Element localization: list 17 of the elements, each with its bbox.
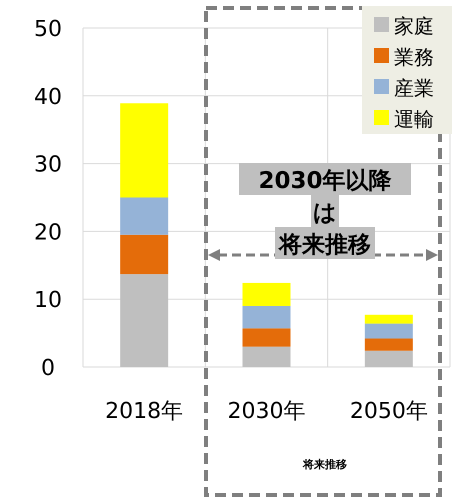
y-tick-label: 10 — [34, 288, 62, 314]
legend-label: 産業 — [394, 76, 434, 100]
text: 将来推移 — [302, 458, 347, 471]
legend-label: 運輸 — [394, 107, 434, 131]
legend-label: 業務 — [394, 45, 434, 69]
x-tick-label: 2050年 — [350, 399, 428, 424]
x-tick-label: 2030年 — [228, 399, 306, 424]
legend-label: 家庭 — [394, 14, 434, 38]
annotation: 2030年以降 — [258, 168, 393, 194]
annotation: は — [313, 200, 337, 226]
y-tick-label: 0 — [41, 356, 55, 381]
y-tick-label: 30 — [34, 152, 62, 178]
y-tick-label: 20 — [34, 220, 62, 246]
y-tick-label: 40 — [34, 84, 62, 110]
y-tick-label: 50 — [34, 17, 62, 42]
annotation: 将来推移 — [278, 232, 371, 258]
x-tick-label: 2018年 — [105, 399, 184, 424]
